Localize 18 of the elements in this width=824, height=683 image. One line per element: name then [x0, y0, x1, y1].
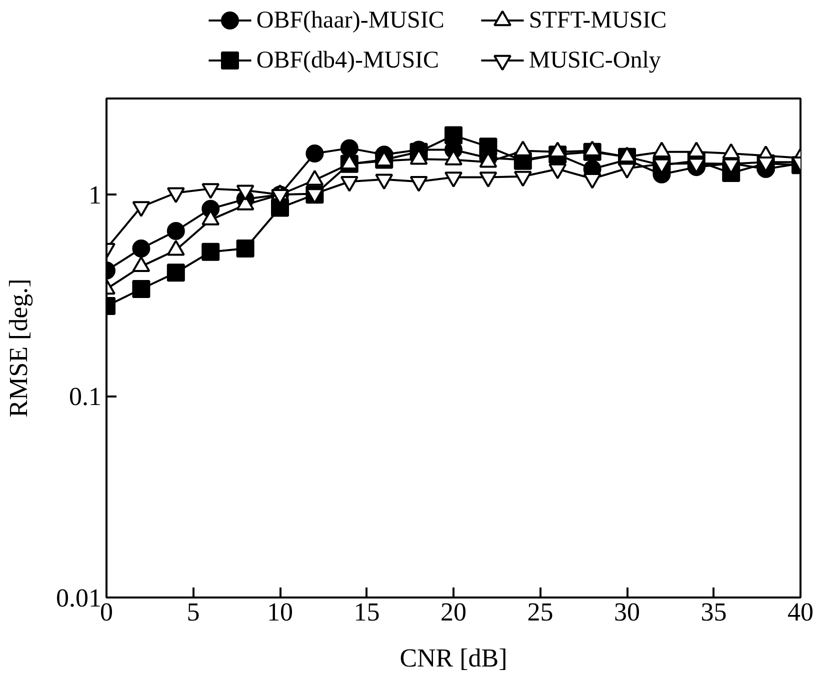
x-tick-label: 30	[614, 598, 640, 626]
x-tick-label: 15	[354, 598, 380, 626]
legend-label: OBF(db4)-MUSIC	[256, 48, 440, 74]
x-tick-label: 10	[267, 598, 293, 626]
y-tick-label: 0.1	[69, 382, 102, 412]
y-tick-label: 1	[88, 180, 102, 210]
legend-label: MUSIC-Only	[528, 48, 661, 74]
x-tick-label: 20	[440, 598, 466, 626]
y-axis-title: RMSE [deg.]	[4, 278, 33, 418]
x-tick-label: 40	[788, 598, 814, 626]
x-tick-label: 5	[186, 598, 200, 626]
x-axis-title: CNR [dB]	[400, 644, 508, 672]
x-tick-label: 25	[527, 598, 554, 626]
legend-label: OBF(haar)-MUSIC	[256, 8, 444, 34]
y-tick-label: 0.01	[56, 584, 102, 612]
x-tick-label: 35	[700, 598, 727, 626]
legend-label: STFT-MUSIC	[528, 8, 667, 34]
x-tick-label: 0	[100, 598, 113, 626]
